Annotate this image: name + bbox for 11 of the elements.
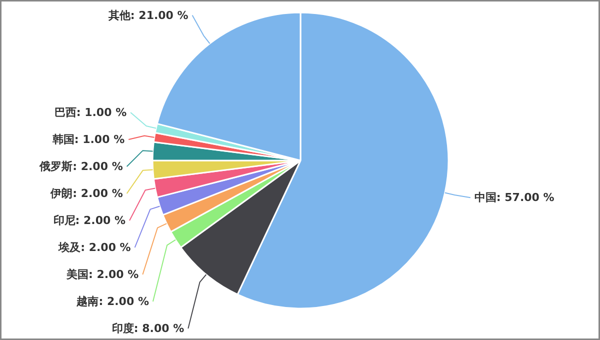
slice-label: 伊朗: 2.00 % <box>50 187 123 200</box>
slice-label: 印度: 8.00 % <box>112 322 184 335</box>
slice-label: 中国: 57.00 % <box>474 191 554 204</box>
slice-label: 俄罗斯: 2.00 % <box>38 160 123 173</box>
slice-label: 印尼: 2.00 % <box>53 214 126 227</box>
slice-label: 美国: 2.00 % <box>65 268 139 281</box>
slice-label: 其他: 21.00 % <box>107 8 188 22</box>
slice-label: 巴西: 1.00 % <box>54 106 127 119</box>
slice-label: 埃及: 2.00 % <box>58 241 131 254</box>
slice-label: 越南: 2.00 % <box>76 295 149 308</box>
slice-label: 韩国: 1.00 % <box>51 133 125 146</box>
